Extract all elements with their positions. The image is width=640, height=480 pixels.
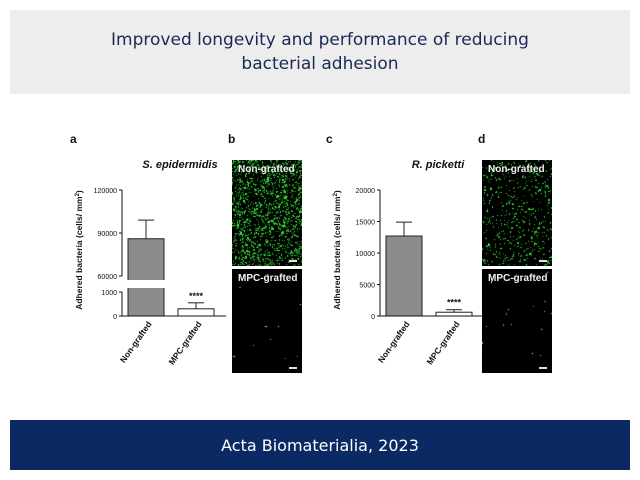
axis-break-gap <box>126 280 168 288</box>
panel-letter-a: a <box>70 132 77 146</box>
y-tick-label: 120000 <box>94 188 117 195</box>
micrograph-d-mpc-grafted: MPC-grafted <box>482 269 552 373</box>
x-tick-label: Non-grafted <box>118 319 154 364</box>
significance-marker: **** <box>189 291 204 301</box>
micrograph-b-non-grafted: Non-grafted <box>232 160 302 266</box>
panel-letter-d: d <box>478 132 486 146</box>
chart-a-svg: S. epidermidis Adhered bacteria (cells/ m… <box>74 159 226 367</box>
page-title: Improved longevity and performance of re… <box>111 30 529 74</box>
micrograph-label: Non-grafted <box>238 164 295 175</box>
bar-mpc-grafted <box>435 311 473 317</box>
bar-non-grafted <box>385 235 423 317</box>
y-tick-label: 5000 <box>359 283 375 290</box>
micrograph-d-non-grafted: Non-grafted <box>482 160 552 266</box>
scale-bar <box>289 367 297 369</box>
chart-c-svg: R. picketti Adhered bacteria (cells/ mm2)… <box>332 159 484 367</box>
y-tick-label: 60000 <box>98 274 118 281</box>
chart-title: S. epidermidis <box>142 159 217 171</box>
scale-bar <box>539 260 547 262</box>
x-tick-label: Non-grafted <box>376 319 412 364</box>
y-tick-label: 15000 <box>356 220 376 227</box>
bar-mpc-grafted <box>177 308 215 317</box>
panel-letter-b: b <box>228 132 236 146</box>
y-tick-label: 0 <box>371 314 375 321</box>
bar-non-grafted <box>127 238 165 317</box>
scale-bar <box>539 367 547 369</box>
scale-bar <box>289 260 297 262</box>
chart-title: R. picketti <box>412 159 466 171</box>
y-tick-label: 90000 <box>98 231 118 238</box>
figure: a b c d S. epidermidis Adhered bacteria (… <box>60 124 580 380</box>
y-axis-label: Adhered bacteria (cells/ mm2) <box>74 190 84 310</box>
y-tick-label: 0 <box>113 314 117 321</box>
y-axis-label: Adhered bacteria (cells/ mm2) <box>332 190 342 310</box>
micrograph-label: MPC-grafted <box>488 273 548 284</box>
micrograph-label: Non-grafted <box>488 164 545 175</box>
panel-letter-c: c <box>326 132 333 146</box>
x-tick-label: MPC-grafted <box>424 319 461 366</box>
significance-marker: **** <box>447 298 462 308</box>
footer-banner: Acta Biomaterialia, 2023 <box>10 420 630 470</box>
y-tick-label: 20000 <box>356 188 376 195</box>
x-tick-label: MPC-grafted <box>166 319 203 366</box>
header-banner: Improved longevity and performance of re… <box>10 10 630 94</box>
micrograph-label: MPC-grafted <box>238 273 298 284</box>
citation: Acta Biomaterialia, 2023 <box>221 435 419 455</box>
micrograph-b-mpc-grafted: MPC-grafted <box>232 269 302 373</box>
y-tick-label: 1000 <box>101 290 117 297</box>
y-tick-label: 10000 <box>356 251 376 258</box>
